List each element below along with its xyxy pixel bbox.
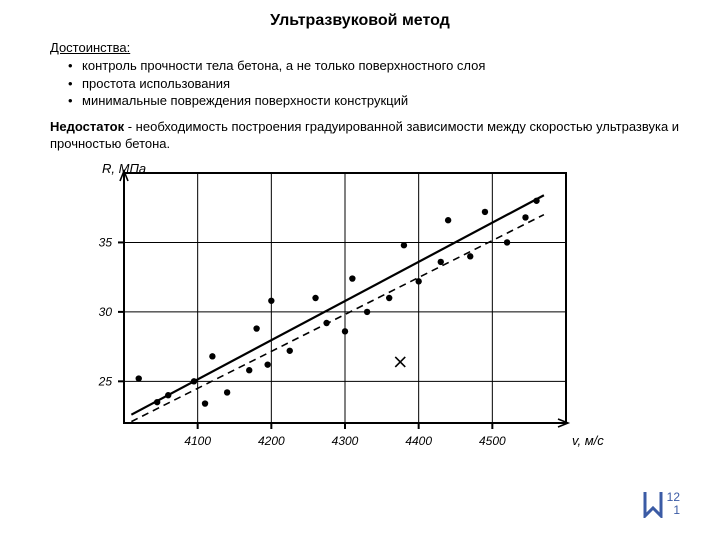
svg-text:4500: 4500: [479, 434, 506, 448]
svg-text:4100: 4100: [184, 434, 211, 448]
list-item-text: контроль прочности тела бетона, а не тол…: [82, 57, 485, 75]
disadvantage-paragraph: Недостаток - необходимость построения гр…: [50, 118, 680, 153]
calibration-chart: 4100 4200 4300 4400 4500 25 30 35 R, МПа v, м/с: [66, 163, 626, 463]
svg-text:25: 25: [98, 374, 113, 388]
svg-text:v, м/с: v, м/с: [572, 433, 604, 448]
page-number-corner: 12 1: [643, 490, 680, 518]
svg-text:4300: 4300: [332, 434, 359, 448]
svg-text:R, МПа: R, МПа: [102, 163, 146, 176]
list-item-text: простота использования: [82, 75, 230, 93]
list-item-text: минимальные повреждения поверхности конс…: [82, 92, 408, 110]
svg-text:30: 30: [99, 305, 113, 319]
disadvantage-label: Недостаток: [50, 119, 124, 134]
list-item: •минимальные повреждения поверхности кон…: [68, 92, 680, 110]
list-item: •простота использования: [68, 75, 680, 93]
advantages-list: •контроль прочности тела бетона, а не то…: [68, 57, 680, 110]
page-number-bottom: 1: [667, 504, 680, 517]
svg-text:35: 35: [99, 235, 113, 249]
page-title: Ультразвуковой метод: [40, 12, 680, 30]
svg-text:4200: 4200: [258, 434, 285, 448]
disadvantage-text: - необходимость построения градуированно…: [50, 119, 679, 152]
list-item: •контроль прочности тела бетона, а не то…: [68, 57, 680, 75]
advantages-label: Достоинства:: [50, 40, 680, 55]
svg-text:4400: 4400: [405, 434, 432, 448]
